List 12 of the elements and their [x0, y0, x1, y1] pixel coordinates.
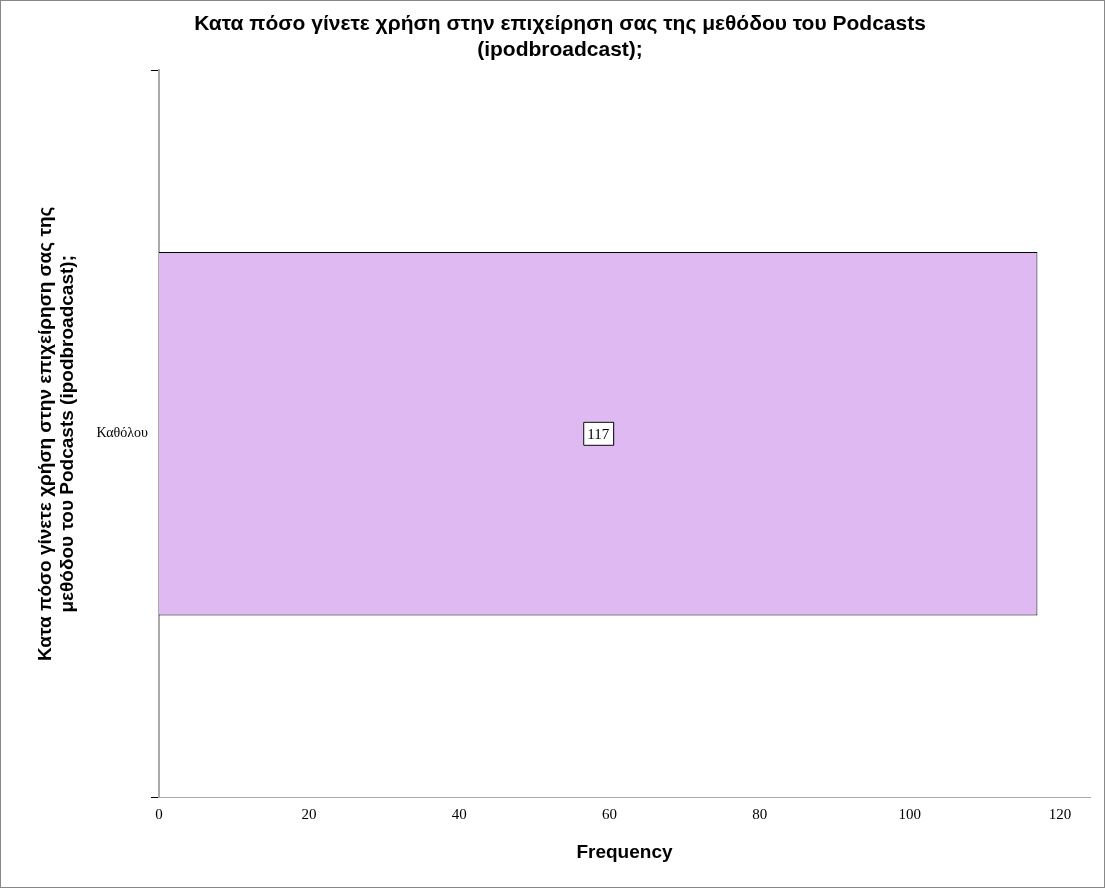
x-tick-label: 20	[301, 806, 317, 823]
x-tick-label: 0	[155, 806, 163, 823]
x-tick-label: 80	[752, 806, 768, 823]
x-tick-label: 100	[898, 806, 922, 823]
x-tick-label: 60	[601, 806, 617, 823]
y-axis-title: Κατα πόσο γίνετε χρήση στην επιχείρηση σας της μεθόδου του Podcasts (ipodbroadcast);	[33, 206, 78, 661]
data-label: 117	[587, 425, 610, 442]
chart-title: Κατα πόσο γίνετε χρήση στην επιχείρηση σας της μεθόδου του Podcasts (ipodbroadcast);	[194, 11, 926, 60]
x-tick-label: 120	[1048, 806, 1072, 823]
y-tick-label: Καθόλου	[96, 425, 149, 441]
x-axis-title: Frequency	[576, 840, 673, 862]
x-tick-label: 40	[451, 806, 467, 823]
